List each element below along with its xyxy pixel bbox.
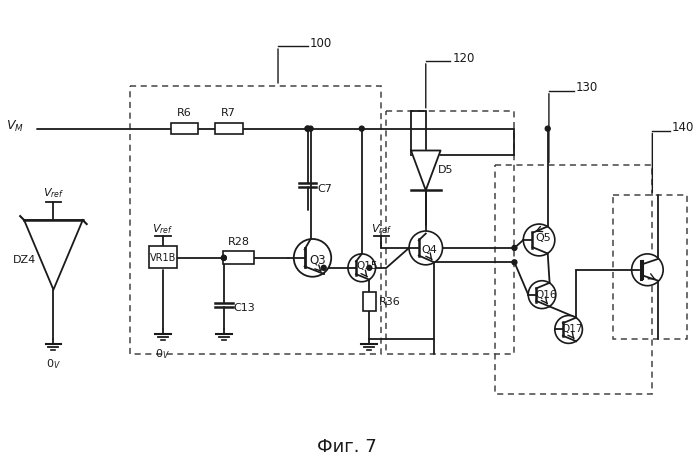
Bar bbox=[495, 165, 652, 394]
Text: $V_M$: $V_M$ bbox=[6, 119, 24, 134]
Circle shape bbox=[359, 126, 364, 131]
Bar bbox=[171, 123, 198, 134]
Text: 130: 130 bbox=[575, 81, 598, 94]
Circle shape bbox=[321, 266, 326, 270]
Text: Q3: Q3 bbox=[309, 253, 326, 266]
Text: $0_V$: $0_V$ bbox=[155, 347, 170, 361]
Circle shape bbox=[221, 255, 226, 260]
Circle shape bbox=[524, 224, 555, 256]
Circle shape bbox=[305, 126, 310, 131]
Text: C7: C7 bbox=[317, 184, 332, 194]
Circle shape bbox=[409, 231, 442, 265]
Text: $V_{ref}$: $V_{ref}$ bbox=[152, 222, 174, 236]
Circle shape bbox=[348, 254, 375, 282]
Circle shape bbox=[631, 254, 663, 286]
Text: Q5: Q5 bbox=[535, 233, 551, 243]
Polygon shape bbox=[24, 220, 83, 290]
Text: R6: R6 bbox=[177, 108, 192, 118]
Circle shape bbox=[294, 239, 331, 277]
Text: Q15: Q15 bbox=[356, 261, 377, 271]
Circle shape bbox=[308, 126, 313, 131]
Text: Q17: Q17 bbox=[562, 324, 583, 335]
Circle shape bbox=[555, 315, 582, 344]
Text: $0_V$: $0_V$ bbox=[46, 357, 61, 371]
Text: R28: R28 bbox=[228, 237, 250, 247]
Circle shape bbox=[528, 281, 556, 309]
Text: 100: 100 bbox=[309, 37, 332, 50]
Bar bbox=[386, 111, 514, 354]
Bar bbox=[215, 123, 243, 134]
Circle shape bbox=[512, 260, 517, 265]
Circle shape bbox=[512, 245, 517, 251]
Circle shape bbox=[367, 266, 372, 270]
Text: Q16: Q16 bbox=[536, 290, 556, 300]
Text: 120: 120 bbox=[452, 52, 475, 64]
Text: $V_{ref}$: $V_{ref}$ bbox=[371, 222, 392, 236]
Text: C13: C13 bbox=[234, 303, 256, 313]
Bar bbox=[613, 195, 687, 339]
Text: R36: R36 bbox=[379, 297, 401, 306]
Circle shape bbox=[305, 126, 310, 131]
Text: Q4: Q4 bbox=[422, 245, 438, 255]
Text: D5: D5 bbox=[438, 165, 453, 175]
Bar bbox=[149, 246, 176, 268]
Polygon shape bbox=[411, 150, 440, 190]
Text: $V_{ref}$: $V_{ref}$ bbox=[43, 187, 64, 200]
Text: Фиг. 7: Фиг. 7 bbox=[317, 438, 377, 456]
Circle shape bbox=[545, 126, 550, 131]
Bar bbox=[363, 291, 376, 312]
Bar bbox=[223, 251, 254, 264]
Text: VR1B: VR1B bbox=[150, 253, 176, 263]
Circle shape bbox=[221, 255, 226, 260]
Text: R7: R7 bbox=[221, 108, 236, 118]
Bar bbox=[130, 86, 382, 354]
Text: 140: 140 bbox=[672, 121, 694, 134]
Text: DZ4: DZ4 bbox=[13, 255, 36, 265]
